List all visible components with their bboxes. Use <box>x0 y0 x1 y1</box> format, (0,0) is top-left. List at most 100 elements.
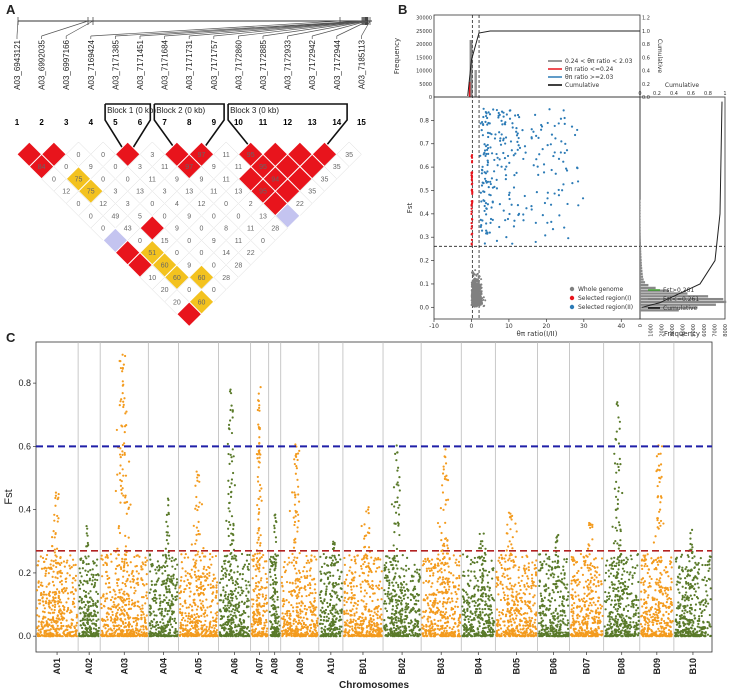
manhattan-point <box>257 632 260 635</box>
scatter-point-region2 <box>500 133 503 136</box>
manhattan-point <box>80 575 83 578</box>
manhattan-point <box>185 606 188 609</box>
right-hist-bar <box>640 233 641 236</box>
right-hist-cumlabel: Cumulative <box>665 82 700 89</box>
manhattan-point <box>137 632 140 635</box>
manhattan-point <box>265 635 268 638</box>
scatter-point-region2 <box>483 143 486 146</box>
snp-link <box>139 20 364 37</box>
x-tick-label: -10 <box>429 323 439 330</box>
scatter-point-region2 <box>488 193 491 196</box>
manhattan-point <box>297 619 301 622</box>
ld-value: 60 <box>198 275 206 282</box>
right-hist-bar <box>640 219 641 222</box>
manhattan-point <box>143 584 146 587</box>
scatter-point-region2 <box>495 178 498 182</box>
manhattan-point <box>231 579 234 582</box>
manhattan-point <box>125 580 128 583</box>
manhattan-point <box>175 595 179 598</box>
manhattan-point <box>280 617 283 620</box>
scatter-point-region2 <box>493 158 496 162</box>
manhattan-point <box>163 630 166 633</box>
manhattan-point <box>144 556 147 559</box>
manhattan-point <box>117 634 120 637</box>
top-hist-cum-tick: 0.8 <box>642 42 650 48</box>
manhattan-point <box>258 570 261 573</box>
manhattan-point <box>323 582 326 585</box>
scatter-point-region2 <box>505 113 508 116</box>
manhattan-point <box>86 580 89 583</box>
manhattan-point <box>59 556 62 560</box>
manhattan-point <box>44 616 47 619</box>
manhattan-point <box>227 427 231 430</box>
manhattan-point <box>62 560 66 563</box>
manhattan-point <box>274 519 277 523</box>
manhattan-point <box>134 627 138 630</box>
manhattan-point <box>52 560 55 563</box>
manhattan-point <box>222 586 225 589</box>
manhattan-point <box>94 623 97 626</box>
manhattan-point <box>68 574 71 577</box>
manhattan-point <box>308 629 312 632</box>
panel-label-c: C <box>6 330 16 345</box>
block-label: Block 2 (0 kb) <box>156 106 205 115</box>
manhattan-point <box>137 583 140 586</box>
ld-value: 0 <box>200 226 204 233</box>
manhattan-point <box>225 573 228 576</box>
manhattan-point <box>47 572 50 575</box>
scatter-point-region2 <box>486 170 489 173</box>
manhattan-point <box>87 614 90 617</box>
manhattan-point <box>72 592 75 596</box>
manhattan-point <box>69 554 72 557</box>
manhattan-point <box>86 534 89 537</box>
scatter-point-region2 <box>542 171 546 174</box>
manhattan-point <box>186 620 189 623</box>
right-hist-bar <box>640 278 644 281</box>
manhattan-point <box>48 599 51 602</box>
right-hist-bar <box>640 230 641 233</box>
manhattan-point <box>181 627 184 630</box>
manhattan-point <box>230 515 234 518</box>
manhattan-point <box>197 474 201 477</box>
manhattan-point <box>125 611 128 614</box>
manhattan-point <box>296 530 299 533</box>
scatter-point-region2 <box>563 116 566 120</box>
manhattan-point <box>168 588 171 591</box>
manhattan-point <box>78 632 81 635</box>
manhattan-point <box>256 457 259 460</box>
scatter-point-whole <box>473 279 476 282</box>
ld-value: 0 <box>89 213 93 220</box>
manhattan-point <box>53 548 56 551</box>
manhattan-point <box>291 491 294 494</box>
manhattan-point <box>245 587 248 590</box>
manhattan-point <box>211 599 214 602</box>
manhattan-point <box>119 633 122 636</box>
manhattan-point <box>118 453 122 456</box>
manhattan-point <box>70 590 74 594</box>
manhattan-point <box>53 605 57 609</box>
manhattan-point <box>195 526 198 529</box>
manhattan-point <box>60 583 64 586</box>
scatter-point-whole <box>484 299 487 302</box>
scatter-point-region2 <box>538 153 541 156</box>
manhattan-point <box>103 634 106 638</box>
manhattan-point <box>134 629 138 632</box>
scatter-point-region1 <box>470 222 473 225</box>
ld-value: 5 <box>138 213 142 220</box>
manhattan-point <box>132 620 135 623</box>
manhattan-point <box>296 478 299 481</box>
scatter-point-whole <box>482 296 485 299</box>
manhattan-point <box>222 574 225 577</box>
manhattan-point <box>276 598 279 601</box>
manhattan-point <box>119 624 123 628</box>
manhattan-point <box>136 577 139 580</box>
manhattan-point <box>194 616 198 619</box>
manhattan-point <box>68 633 71 636</box>
legend-bottom-item-1: Whole genome <box>578 286 623 293</box>
manhattan-point <box>178 610 182 614</box>
manhattan-point <box>71 618 74 622</box>
scatter-point-region1 <box>470 212 473 216</box>
scatter-point-region2 <box>504 168 507 171</box>
manhattan-point <box>196 621 200 625</box>
scatter-point-whole <box>478 305 481 308</box>
